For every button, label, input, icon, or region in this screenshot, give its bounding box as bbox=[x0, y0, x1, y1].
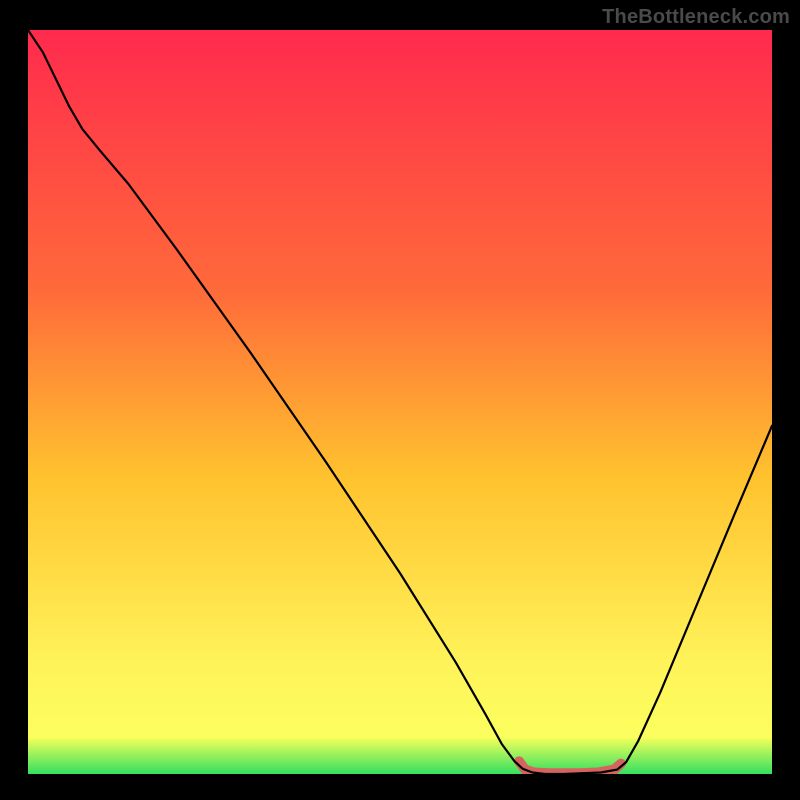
chart-curve-svg bbox=[28, 30, 772, 774]
chart-plot-area bbox=[28, 30, 772, 774]
chart-bottleneck-curve bbox=[28, 30, 772, 774]
watermark-text: TheBottleneck.com bbox=[602, 6, 790, 29]
